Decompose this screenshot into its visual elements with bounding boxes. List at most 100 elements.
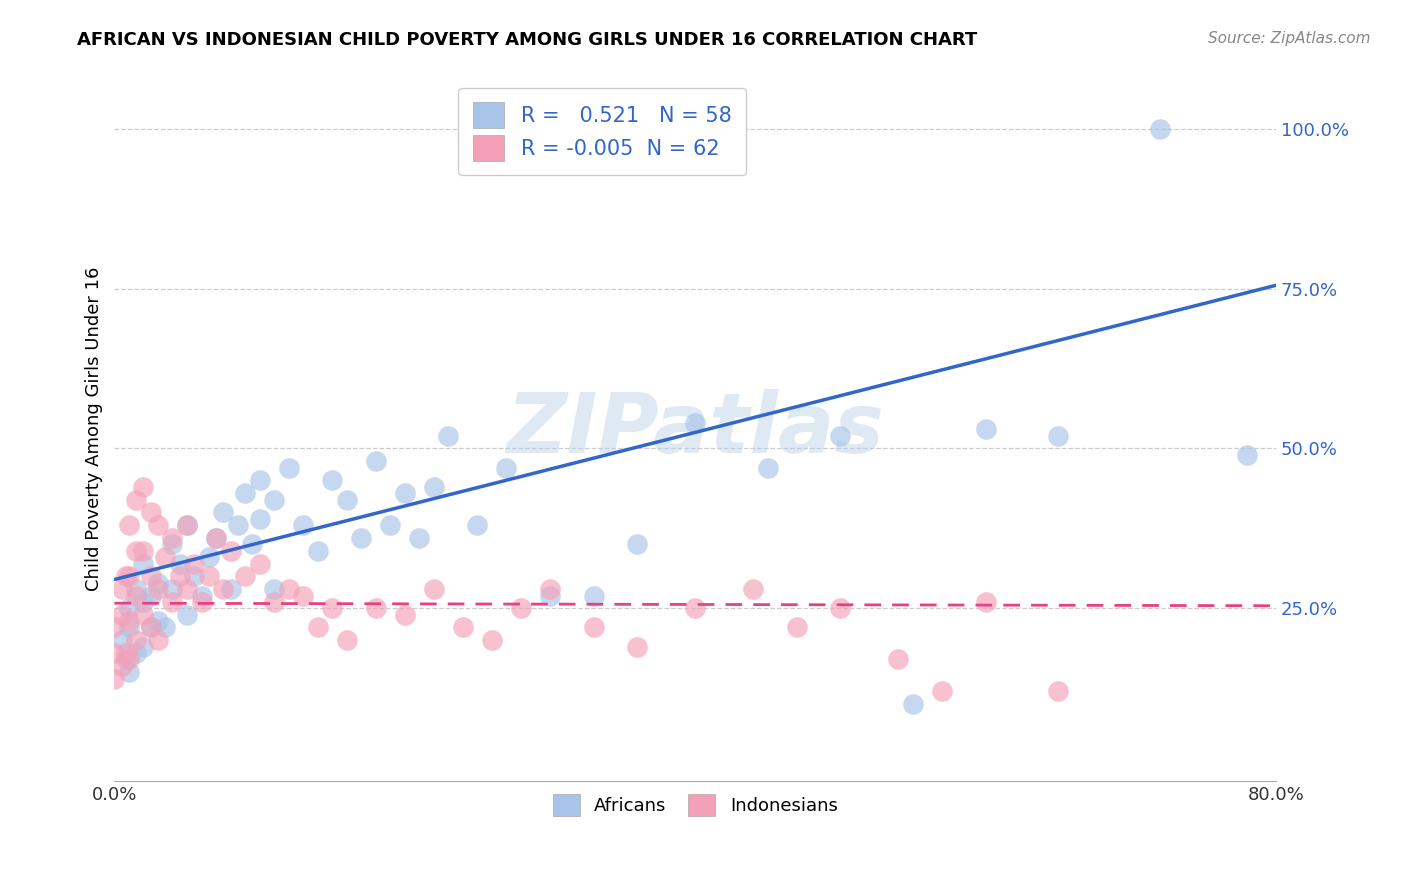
Point bbox=[115, 569, 138, 583]
Text: Source: ZipAtlas.com: Source: ZipAtlas.com bbox=[1208, 31, 1371, 46]
Point bbox=[394, 607, 416, 622]
Point bbox=[125, 589, 148, 603]
Point bbox=[1236, 448, 1258, 462]
Point bbox=[626, 640, 648, 654]
Point bbox=[111, 658, 134, 673]
Point bbox=[394, 486, 416, 500]
Point bbox=[380, 518, 402, 533]
Point bbox=[155, 550, 177, 565]
Point bbox=[132, 640, 155, 654]
Point bbox=[467, 518, 489, 533]
Point bbox=[249, 474, 271, 488]
Point bbox=[582, 589, 605, 603]
Point bbox=[132, 595, 155, 609]
Point bbox=[139, 620, 162, 634]
Point bbox=[197, 550, 219, 565]
Point bbox=[118, 518, 141, 533]
Point bbox=[125, 543, 148, 558]
Point bbox=[219, 543, 242, 558]
Point bbox=[205, 531, 228, 545]
Text: AFRICAN VS INDONESIAN CHILD POVERTY AMONG GIRLS UNDER 16 CORRELATION CHART: AFRICAN VS INDONESIAN CHILD POVERTY AMON… bbox=[77, 31, 977, 49]
Point bbox=[139, 620, 162, 634]
Point bbox=[226, 518, 249, 533]
Point bbox=[118, 665, 141, 680]
Point bbox=[321, 601, 343, 615]
Text: ZIPatlas: ZIPatlas bbox=[506, 389, 884, 470]
Point bbox=[336, 633, 359, 648]
Point bbox=[538, 589, 561, 603]
Point bbox=[307, 543, 329, 558]
Point bbox=[1149, 121, 1171, 136]
Point bbox=[146, 614, 169, 628]
Point bbox=[118, 569, 141, 583]
Point bbox=[176, 607, 198, 622]
Point bbox=[219, 582, 242, 596]
Point bbox=[197, 569, 219, 583]
Point bbox=[125, 582, 148, 596]
Point bbox=[162, 537, 184, 551]
Point bbox=[103, 646, 125, 660]
Point bbox=[190, 595, 212, 609]
Point bbox=[277, 460, 299, 475]
Point bbox=[183, 557, 205, 571]
Point bbox=[451, 620, 474, 634]
Point bbox=[176, 518, 198, 533]
Point bbox=[756, 460, 779, 475]
Point bbox=[155, 620, 177, 634]
Point bbox=[132, 480, 155, 494]
Point bbox=[742, 582, 765, 596]
Point bbox=[190, 589, 212, 603]
Point bbox=[169, 557, 191, 571]
Point bbox=[111, 582, 134, 596]
Point bbox=[115, 646, 138, 660]
Point bbox=[423, 480, 446, 494]
Point bbox=[263, 595, 285, 609]
Point bbox=[115, 652, 138, 666]
Point bbox=[292, 518, 315, 533]
Point bbox=[901, 698, 924, 712]
Point bbox=[481, 633, 503, 648]
Point bbox=[146, 582, 169, 596]
Point bbox=[176, 518, 198, 533]
Point bbox=[162, 531, 184, 545]
Point bbox=[103, 672, 125, 686]
Point bbox=[249, 512, 271, 526]
Point bbox=[169, 569, 191, 583]
Point bbox=[423, 582, 446, 596]
Point bbox=[582, 620, 605, 634]
Point bbox=[495, 460, 517, 475]
Point bbox=[139, 569, 162, 583]
Point bbox=[786, 620, 808, 634]
Point bbox=[146, 633, 169, 648]
Point bbox=[931, 684, 953, 698]
Point bbox=[118, 614, 141, 628]
Point bbox=[683, 601, 706, 615]
Point bbox=[118, 652, 141, 666]
Point bbox=[132, 607, 155, 622]
Point bbox=[830, 601, 852, 615]
Point bbox=[176, 582, 198, 596]
Point bbox=[437, 428, 460, 442]
Point bbox=[350, 531, 373, 545]
Point bbox=[263, 582, 285, 596]
Point bbox=[146, 575, 169, 590]
Point bbox=[139, 505, 162, 519]
Point bbox=[125, 646, 148, 660]
Point bbox=[212, 582, 235, 596]
Legend: Africans, Indonesians: Africans, Indonesians bbox=[544, 785, 846, 825]
Point bbox=[887, 652, 910, 666]
Point bbox=[233, 486, 256, 500]
Point bbox=[139, 589, 162, 603]
Point bbox=[162, 595, 184, 609]
Point bbox=[240, 537, 263, 551]
Point bbox=[205, 531, 228, 545]
Point bbox=[233, 569, 256, 583]
Point bbox=[292, 589, 315, 603]
Y-axis label: Child Poverty Among Girls Under 16: Child Poverty Among Girls Under 16 bbox=[86, 267, 103, 591]
Point bbox=[111, 607, 134, 622]
Point bbox=[103, 620, 125, 634]
Point bbox=[249, 557, 271, 571]
Point bbox=[626, 537, 648, 551]
Point bbox=[125, 492, 148, 507]
Point bbox=[1047, 428, 1070, 442]
